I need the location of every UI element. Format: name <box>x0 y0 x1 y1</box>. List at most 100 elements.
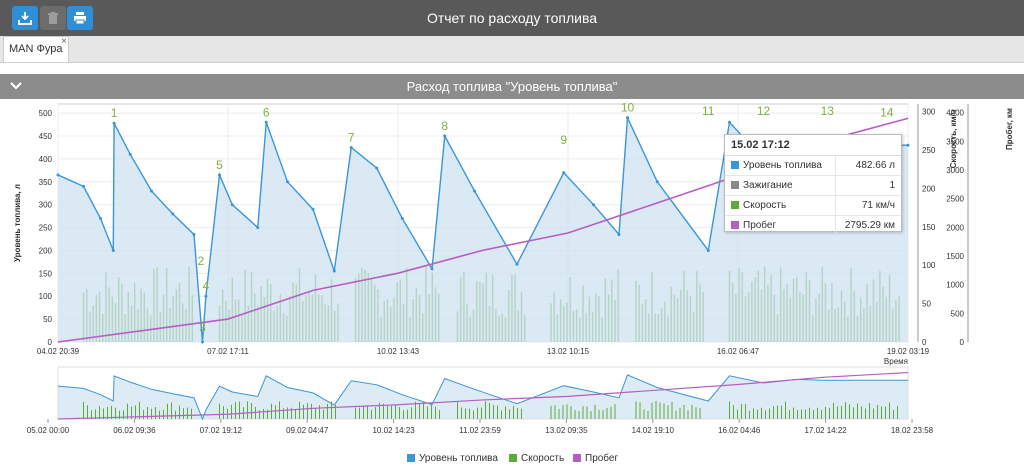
y-tick-label-fuel: 250 <box>39 224 53 233</box>
y-tick-label-fuel: 450 <box>39 132 53 141</box>
fuel-point <box>56 173 60 177</box>
y-tick-label-mileage: 1500 <box>946 252 964 261</box>
y-tick-label-speed: 100 <box>922 261 936 270</box>
fuel-point <box>218 173 221 177</box>
printer-icon <box>74 12 86 25</box>
tab-man-fura[interactable]: MAN Фура × <box>3 36 69 62</box>
y-tick-label-speed: 300 <box>922 108 936 117</box>
chevron-down-icon[interactable] <box>10 81 22 91</box>
x-tick-label: 19.02 03:19 <box>887 347 930 356</box>
tooltip-row-name: Пробег <box>743 220 777 231</box>
legend-item-speed[interactable]: Скорость <box>509 451 564 465</box>
fuel-point <box>430 267 434 271</box>
tooltip-row: Уровень топлива 482.66 л <box>725 156 901 176</box>
x-tick-label: 13.02 10:15 <box>547 347 590 356</box>
y-tick-label-mileage: 2500 <box>946 195 964 204</box>
fuel-point <box>655 180 659 184</box>
refuel-label: 4 <box>203 279 210 293</box>
download-button[interactable] <box>12 6 38 30</box>
navigator-x-tick-label: 13.02 09:35 <box>545 426 588 435</box>
fuel-point <box>515 262 519 266</box>
y-tick-label-fuel: 0 <box>48 338 53 347</box>
tab-bar: MAN Фура × <box>0 36 1024 63</box>
fuel-point <box>906 143 910 147</box>
y-tick-label-speed: 0 <box>922 338 927 347</box>
navigator-x-tick-label: 18.02 23:58 <box>891 426 934 435</box>
legend-item-mileage[interactable]: Пробег <box>573 451 618 465</box>
fuel-point <box>112 121 116 125</box>
navigator-x-tick-label: 06.02 09:36 <box>113 426 156 435</box>
fuel-point <box>311 207 315 211</box>
navigator-x-tick-label: 10.02 14:23 <box>372 426 415 435</box>
y-tick-label-fuel: 200 <box>39 246 53 255</box>
tooltip-row-value: 1 <box>889 180 895 191</box>
x-tick-label: 04.02 20:39 <box>37 347 80 356</box>
y-tick-label-fuel: 400 <box>39 155 53 164</box>
fuel-point <box>728 120 731 124</box>
y-axis-title-fuel: Уровень топлива, л <box>13 184 22 262</box>
fuel-point <box>150 189 153 193</box>
tooltip-row-name: Уровень топлива <box>743 160 822 171</box>
legend-label: Уровень топлива <box>419 452 498 464</box>
refuel-label: 2 <box>197 254 204 268</box>
y-tick-label-fuel: 100 <box>39 292 53 301</box>
y-tick-label-speed: 150 <box>922 223 936 232</box>
close-icon[interactable]: × <box>61 36 67 47</box>
navigator-x-tick-label: 05.02 00:00 <box>27 426 70 435</box>
fuel-point <box>592 203 595 207</box>
y-tick-label-speed: 50 <box>922 300 931 309</box>
tooltip-row-value: 2795.29 км <box>844 220 895 231</box>
fuel-point <box>332 269 336 273</box>
legend-label: Пробег <box>585 452 619 464</box>
fuel-point <box>400 216 404 220</box>
refuel-label: 10 <box>621 101 635 115</box>
y-axis-title-mileage: Пробег, км <box>1005 108 1014 150</box>
legend-item-fuel[interactable]: Уровень топлива <box>407 451 498 465</box>
refuel-label: 5 <box>216 158 223 172</box>
fuel-point <box>473 189 476 193</box>
x-axis-title: Время <box>884 357 908 366</box>
navigator-x-tick-label: 16.02 04:46 <box>718 426 761 435</box>
fuel-line <box>57 114 908 343</box>
fuel-point <box>111 248 115 252</box>
refuel-label: 9 <box>560 133 567 147</box>
y-tick-label-fuel: 50 <box>43 315 52 324</box>
chart-legend: Уровень топлива Скорость Пробег <box>0 451 1024 465</box>
y-tick-label-fuel: 300 <box>39 201 53 210</box>
navigator-mileage-line <box>57 371 909 420</box>
refuel-label: 1 <box>111 106 118 120</box>
fuel-point <box>617 232 621 236</box>
tab-label: MAN Фура <box>9 43 63 55</box>
fuel-point <box>706 248 710 252</box>
fuel-point <box>626 116 629 120</box>
y-tick-label-fuel: 500 <box>39 109 53 118</box>
y-tick-label-speed: 200 <box>922 184 936 193</box>
fuel-point <box>264 120 268 124</box>
y-axis-title-speed: Скорость, км/ч <box>949 109 958 168</box>
refuel-label: 6 <box>263 105 270 119</box>
delete-button[interactable] <box>40 6 66 30</box>
tooltip-row-name: Скорость <box>743 200 787 211</box>
navigator-x-tick-label: 14.02 19:10 <box>632 426 675 435</box>
tooltip-title: 15.02 17:12 <box>725 135 901 156</box>
page-title: Отчет по расходу топлива <box>426 10 598 26</box>
tooltip-row: Скорость 71 км/ч <box>725 196 901 216</box>
top-toolbar: Отчет по расходу топлива <box>0 0 1024 36</box>
fuel-point <box>171 212 175 216</box>
section-header[interactable]: Расход топлива "Уровень топлива" <box>0 74 1024 99</box>
y-tick-label-speed: 250 <box>922 146 936 155</box>
refuel-label: 12 <box>757 104 771 118</box>
tooltip-row-value: 482.66 л <box>855 160 895 171</box>
fuel-point <box>443 134 447 138</box>
print-button[interactable] <box>67 6 93 30</box>
download-icon <box>18 12 32 25</box>
section-title: Расход топлива "Уровень топлива" <box>406 79 618 94</box>
navigator-x-tick-label: 07.02 19:12 <box>200 426 243 435</box>
x-tick-label: 07.02 17:11 <box>207 347 249 356</box>
y-tick-label-mileage: 3000 <box>946 166 964 175</box>
navigator-x-tick-label: 11.02 23:59 <box>459 426 501 435</box>
y-tick-label-fuel: 150 <box>39 269 53 278</box>
fuel-point <box>204 294 208 298</box>
fuel-point <box>99 216 102 220</box>
